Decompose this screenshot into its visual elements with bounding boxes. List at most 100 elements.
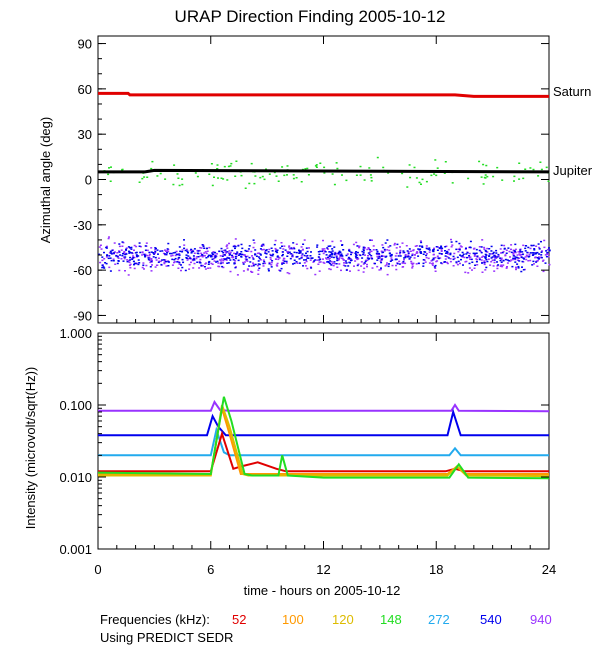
cluster-540-point xyxy=(284,249,287,251)
cluster-940-point xyxy=(204,251,207,253)
cluster-540-point xyxy=(267,268,270,270)
cluster-540-point xyxy=(192,250,195,253)
cluster-940-point xyxy=(211,255,214,257)
cluster-540-point xyxy=(240,243,243,246)
cluster-940-point xyxy=(425,256,428,259)
cluster-540-point xyxy=(234,247,236,250)
cluster-940-point xyxy=(323,250,326,252)
cluster-148-point xyxy=(413,166,416,169)
cluster-540-point xyxy=(127,246,130,248)
cluster-540-point xyxy=(329,251,332,253)
cluster-148-point xyxy=(143,176,146,178)
cluster-940-point xyxy=(192,267,195,269)
cluster-540-point xyxy=(107,257,110,260)
cluster-940-point xyxy=(171,264,174,266)
cluster-940-point xyxy=(517,251,520,253)
cluster-940-point xyxy=(231,255,234,258)
cluster-540-point xyxy=(485,258,488,261)
cluster-540-point xyxy=(189,257,192,259)
cluster-148-point xyxy=(227,165,230,168)
cluster-540-point xyxy=(337,252,340,255)
cluster-540-point xyxy=(280,267,283,270)
cluster-940-point xyxy=(205,262,207,264)
cluster-148-point xyxy=(401,172,404,175)
cluster-940-point xyxy=(446,256,449,258)
cluster-540-point xyxy=(134,262,137,265)
cluster-940-point xyxy=(528,253,531,256)
cluster-940-point xyxy=(222,262,224,264)
cluster-540-point xyxy=(288,251,291,253)
cluster-940-point xyxy=(148,254,151,257)
cluster-940-point xyxy=(453,257,456,260)
cluster-540-point xyxy=(166,248,169,250)
cluster-540-point xyxy=(290,253,293,255)
cluster-940-point xyxy=(518,257,521,259)
cluster-540-point xyxy=(380,267,382,269)
cluster-940-point xyxy=(217,265,220,268)
cluster-540-point xyxy=(434,264,437,267)
cluster-940-point xyxy=(536,259,539,262)
cluster-940-point xyxy=(135,245,138,248)
cluster-148-point xyxy=(210,163,213,165)
cluster-540-point xyxy=(406,250,409,252)
cluster-940-point xyxy=(340,269,342,272)
cluster-148-point xyxy=(295,177,298,179)
cluster-148-point xyxy=(443,172,446,174)
cluster-940-point xyxy=(407,251,410,253)
cluster-540-point xyxy=(109,270,112,272)
cluster-540-point xyxy=(540,256,543,259)
frequency-legend: 52 100 120 148 272 540 940 xyxy=(232,612,552,627)
cluster-540-point xyxy=(182,261,185,264)
cluster-940-point xyxy=(480,259,483,261)
cluster-540-point xyxy=(516,263,519,265)
cluster-940-point xyxy=(189,249,192,252)
cluster-940-point xyxy=(478,246,481,248)
cluster-540-point xyxy=(138,242,141,244)
cluster-540-point xyxy=(449,253,452,256)
cluster-540-point xyxy=(138,262,141,264)
cluster-540-point xyxy=(318,253,321,256)
cluster-940-point xyxy=(325,258,328,260)
cluster-940-point xyxy=(519,248,522,250)
cluster-940-point xyxy=(490,253,493,255)
cluster-940-point xyxy=(262,244,265,247)
cluster-940-point xyxy=(425,245,428,247)
cluster-940-point xyxy=(193,252,196,254)
cluster-540-point xyxy=(439,246,442,249)
cluster-540-point xyxy=(369,239,372,241)
cluster-940-point xyxy=(515,268,517,271)
cluster-540-point xyxy=(176,253,179,256)
cluster-540-point xyxy=(201,254,204,256)
cluster-940-point xyxy=(450,238,452,241)
cluster-540-point xyxy=(329,254,332,256)
cluster-540-point xyxy=(178,256,181,259)
cluster-540-point xyxy=(133,262,136,265)
cluster-148-point xyxy=(213,176,215,178)
cluster-540-point xyxy=(293,262,296,265)
cluster-940-point xyxy=(411,265,414,268)
cluster-540-point xyxy=(389,245,392,247)
cluster-540-point xyxy=(259,253,262,255)
cluster-940-point xyxy=(500,257,503,259)
cluster-940-point xyxy=(275,249,277,251)
cluster-540-point xyxy=(118,251,121,253)
cluster-148-point xyxy=(216,164,219,166)
cluster-148-point xyxy=(261,175,264,178)
intensity-y-tick-label: 0.100 xyxy=(59,398,92,413)
cluster-940-point xyxy=(283,257,286,260)
cluster-540-point xyxy=(419,248,422,250)
cluster-148-point xyxy=(425,180,428,183)
cluster-940-point xyxy=(145,264,148,267)
cluster-940-point xyxy=(321,248,324,250)
cluster-940-point xyxy=(209,267,212,269)
cluster-940-point xyxy=(276,265,279,267)
cluster-540-point xyxy=(496,261,498,263)
cluster-540-point xyxy=(183,239,185,241)
cluster-540-point xyxy=(461,251,464,254)
cluster-940-point xyxy=(314,273,317,276)
cluster-940-point xyxy=(500,264,503,266)
cluster-940-point xyxy=(413,254,416,256)
cluster-940-point xyxy=(473,254,476,256)
cluster-940-point xyxy=(404,262,407,265)
cluster-148-point xyxy=(370,176,373,179)
